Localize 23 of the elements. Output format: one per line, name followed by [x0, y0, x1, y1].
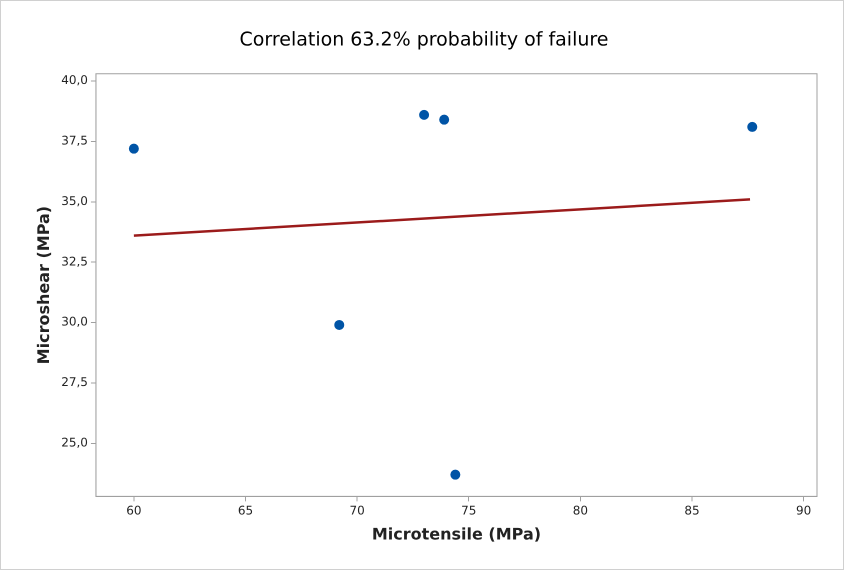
y-tick-label: 30,0	[61, 314, 88, 329]
y-tick-label: 37,5	[61, 134, 88, 148]
point	[419, 110, 430, 120]
x-tick-label: 75	[461, 504, 476, 518]
y-axis-title: Microshear (MPa)	[34, 206, 53, 364]
x-tick-label: 60	[126, 504, 142, 518]
point	[334, 320, 344, 330]
point	[439, 114, 450, 125]
x-tick-label: 70	[349, 504, 365, 518]
x-tick-label: 65	[238, 504, 254, 518]
chart-title: Correlation 63.2% probability of failure	[240, 28, 608, 50]
y-tick-label: 35,0	[61, 194, 88, 208]
point	[450, 470, 460, 480]
y-tick-label: 25,0	[61, 435, 88, 450]
y-tick-label: 40,0	[61, 73, 88, 88]
x-tick-label: 80	[572, 504, 588, 518]
y-tick-label: 32,5	[61, 254, 88, 268]
y-tick-label: 27,5	[61, 375, 88, 390]
point	[128, 144, 139, 154]
x-tick-label: 90	[796, 504, 812, 518]
x-axis-title: Microtensile (MPa)	[372, 524, 542, 544]
x-tick-label: 85	[684, 504, 700, 518]
point	[747, 122, 758, 132]
